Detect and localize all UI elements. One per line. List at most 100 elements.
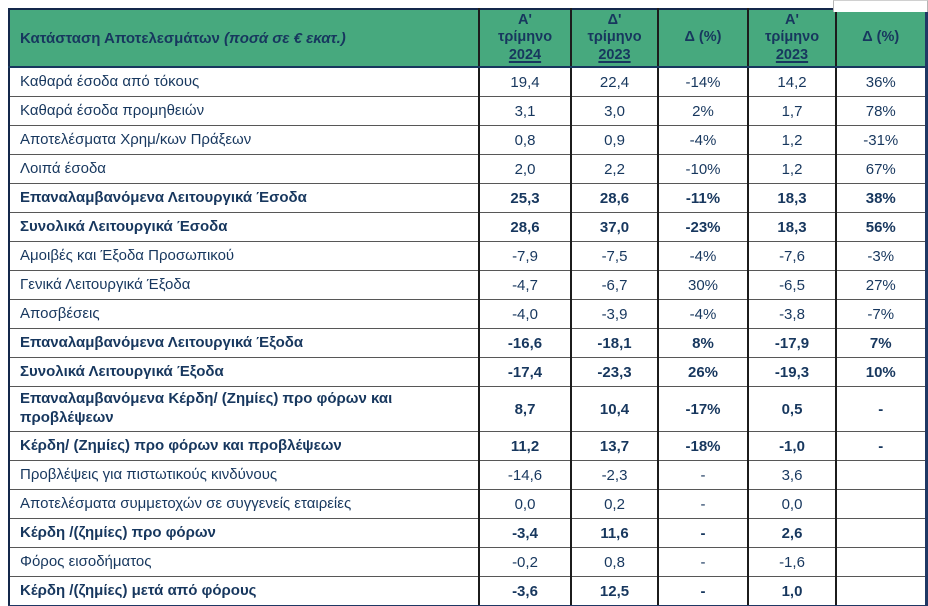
row-value: -3%	[835, 241, 926, 271]
table-row: Αποσβέσεις -4,0 -3,9 -4% -3,8 -7%	[9, 299, 926, 329]
table-row: Κέρδη /(ζημίες) μετά από φόρους -3,6 12,5-…	[9, 576, 926, 606]
row-label: Επαναλαμβανόμενα Λειτουργικά Έσοδα	[9, 183, 479, 213]
table-row: Αποτελέσματα συμμετοχών σε συγγενείς ετα…	[9, 489, 926, 519]
row-value: -18%	[657, 431, 748, 461]
row-label: Αποτελέσματα Χρημ/κων Πράξεων	[9, 125, 479, 155]
row-label: Καθαρά έσοδα προμηθειών	[9, 96, 479, 126]
row-value: -4%	[657, 125, 748, 155]
row-label: Κέρδη/ (Ζημίες) προ φόρων και προβλέψεων	[9, 431, 479, 461]
table-row: Καθαρά έσοδα προμηθειών 3,1 3,0 2% 1,7 78%	[9, 96, 926, 126]
table-title-note: (ποσά σε € εκατ.)	[219, 29, 346, 47]
row-value: 11,2	[478, 431, 571, 461]
row-value: -	[657, 489, 748, 519]
row-value: 18,3	[747, 183, 836, 213]
row-value: -	[657, 460, 748, 490]
row-value: 0,0	[478, 489, 571, 519]
row-value: -1,6	[747, 547, 836, 577]
table-row: Κέρδη /(ζημίες) προ φόρων -3,4 11,6-2,6	[9, 518, 926, 548]
table-row: Επαναλαμβανόμενα Κέρδη/ (Ζημίες) προ φόρ…	[9, 386, 926, 432]
row-label: Φόρος εισοδήματος	[9, 547, 479, 577]
row-value: -11%	[657, 183, 748, 213]
row-value: 19,4	[478, 66, 571, 97]
row-label: Επαναλαμβανόμενα Κέρδη/ (Ζημίες) προ φόρ…	[9, 386, 479, 432]
table-row: Αμοιβές και Έξοδα Προσωπικού -7,9 -7,5 -4% -…	[9, 241, 926, 271]
row-value: 38%	[835, 183, 926, 213]
row-value: -	[657, 547, 748, 577]
table-body: Καθαρά έσοδα από τόκους 19,4 22,4 -14% 14,2 3…	[9, 66, 926, 606]
row-value: 2,0	[478, 154, 571, 184]
row-value: 2%	[657, 96, 748, 126]
row-value: -7,6	[747, 241, 836, 271]
row-value: 10%	[835, 357, 926, 387]
table-row: Κέρδη/ (Ζημίες) προ φόρων και προβλέψεων…	[9, 431, 926, 461]
row-value: 56%	[835, 212, 926, 242]
row-value: -18,1	[570, 328, 658, 358]
column-header-delta-qoq: Δ (%)	[657, 9, 748, 68]
row-value: 26%	[657, 357, 748, 387]
row-value: -7%	[835, 299, 926, 329]
row-value: -7,9	[478, 241, 571, 271]
row-value	[835, 547, 926, 577]
year-2023: 2023	[775, 46, 809, 63]
row-label: Γενικά Λειτουργικά Έξοδα	[9, 270, 479, 300]
row-value: -7,5	[570, 241, 658, 271]
column-header-q1-2023: Α' τρίμηνο 2023	[747, 9, 836, 68]
row-value	[835, 460, 926, 490]
row-label: Κέρδη /(ζημίες) μετά από φόρους	[9, 576, 479, 606]
row-value: 14,2	[747, 66, 836, 97]
row-label: Αποσβέσεις	[9, 299, 479, 329]
row-value: 0,0	[747, 489, 836, 519]
row-value: 3,1	[478, 96, 571, 126]
row-value: -4%	[657, 299, 748, 329]
row-value: -14,6	[478, 460, 571, 490]
row-value: -6,7	[570, 270, 658, 300]
row-value: 37,0	[570, 212, 658, 242]
row-value: 8%	[657, 328, 748, 358]
table-title-cell: Κατάσταση Αποτελεσμάτων (ποσά σε € εκατ.…	[9, 9, 479, 68]
row-value: -31%	[835, 125, 926, 155]
row-label: Προβλέψεις για πιστωτικούς κινδύνους	[9, 460, 479, 490]
table-row: Επαναλαμβανόμενα Λειτουργικά Έξοδα -16,6-…	[9, 328, 926, 358]
year-2023: 2023	[598, 46, 631, 63]
top-right-white-box	[833, 0, 928, 12]
table-title: Κατάσταση Αποτελεσμάτων	[20, 29, 220, 47]
row-label: Κέρδη /(ζημίες) προ φόρων	[9, 518, 479, 548]
row-value: 8,7	[478, 386, 571, 432]
row-value: 12,5	[570, 576, 658, 606]
row-value: -1,0	[747, 431, 836, 461]
table-row: Λοιπά έσοδα 2,0 2,2 -10% 1,2 67%	[9, 154, 926, 184]
column-header-q1-2024: Α' τρίμηνο 2024	[478, 9, 571, 68]
table-row: Συνολικά Λειτουργικά Έξοδα -17,4 -23,3 26% -…	[9, 357, 926, 387]
row-value: 22,4	[570, 66, 658, 97]
row-value: -23%	[657, 212, 748, 242]
row-label: Αμοιβές και Έξοδα Προσωπικού	[9, 241, 479, 271]
row-value: 1,2	[747, 154, 836, 184]
row-value: 7%	[835, 328, 926, 358]
row-value: -	[657, 576, 748, 606]
row-value: 2,6	[747, 518, 836, 548]
row-value: 25,3	[478, 183, 571, 213]
row-value: -17,4	[478, 357, 571, 387]
row-value: 2,2	[570, 154, 658, 184]
header-row: Κατάσταση Αποτελεσμάτων (ποσά σε € εκατ.…	[9, 9, 926, 68]
row-value: -	[835, 386, 926, 432]
row-value: 78%	[835, 96, 926, 126]
row-label: Αποτελέσματα συμμετοχών σε συγγενείς ετα…	[9, 489, 479, 519]
table-row: Καθαρά έσοδα από τόκους 19,4 22,4 -14% 14,2 3…	[9, 66, 926, 97]
row-value	[835, 489, 926, 519]
table-row: Γενικά Λειτουργικά Έξοδα -4,7 -6,7 30% -6,5 2…	[9, 270, 926, 300]
row-value: -17,9	[747, 328, 836, 358]
row-value: -	[657, 518, 748, 548]
row-label: Λοιπά έσοδα	[9, 154, 479, 184]
table-header: Κατάσταση Αποτελεσμάτων (ποσά σε € εκατ.…	[9, 9, 926, 68]
row-value: -16,6	[478, 328, 571, 358]
row-value: 0,5	[747, 386, 836, 432]
row-label: Επαναλαμβανόμενα Λειτουργικά Έξοδα	[9, 328, 479, 358]
table-row: Αποτελέσματα Χρημ/κων Πράξεων 0,8 0,9 -4% 1,…	[9, 125, 926, 155]
income-statement-table-wrap: Κατάσταση Αποτελεσμάτων (ποσά σε € εκατ.…	[8, 8, 928, 606]
row-value: -	[835, 431, 926, 461]
row-label: Συνολικά Λειτουργικά Έξοδα	[9, 357, 479, 387]
row-value: -3,6	[478, 576, 571, 606]
row-value: 3,6	[747, 460, 836, 490]
